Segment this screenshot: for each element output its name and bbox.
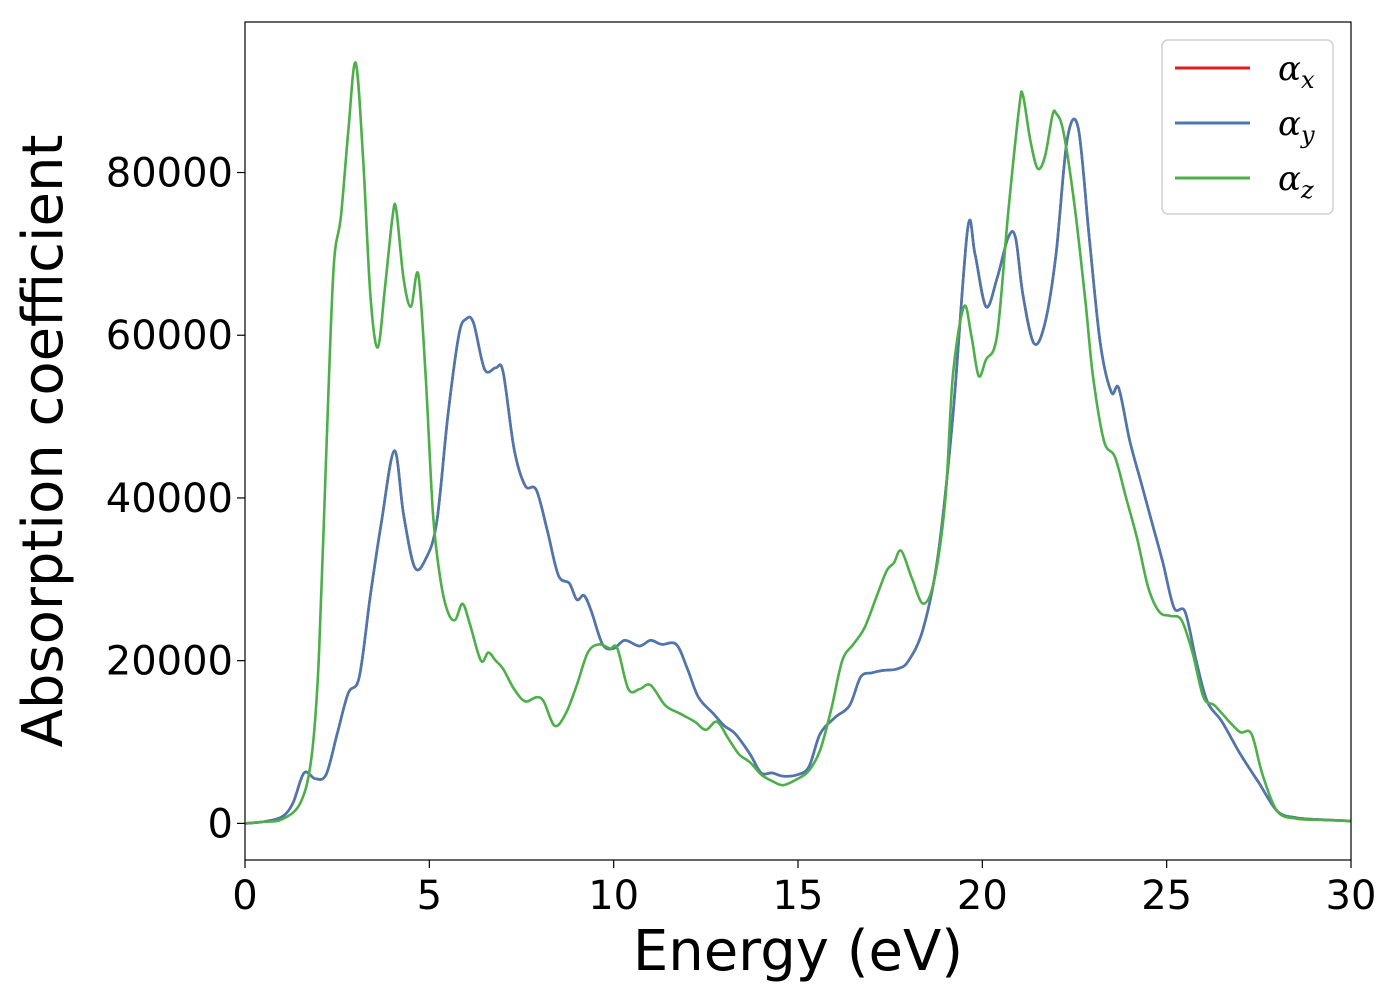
y-tick-label: 40000 <box>106 476 233 522</box>
x-tick-label: 0 <box>232 873 257 919</box>
series-layer <box>245 61 1351 825</box>
series-line-y <box>245 117 1351 825</box>
x-tick-label: 30 <box>1326 873 1377 919</box>
x-axis-label: Energy (eV) <box>633 919 963 984</box>
y-tick-label: 20000 <box>106 639 233 685</box>
x-tick-label: 5 <box>417 873 442 919</box>
x-tick-label: 15 <box>773 873 824 919</box>
x-axis: 0 5 10 15 20 25 30 <box>232 860 1376 919</box>
y-tick-label: 80000 <box>106 151 233 197</box>
legend-box <box>1161 39 1334 215</box>
y-axis-label: Absorption coefficient <box>11 135 76 748</box>
x-tick-label: 10 <box>588 873 639 919</box>
y-tick-label: 0 <box>208 801 233 847</box>
series-line-z <box>245 61 1351 825</box>
x-tick-label: 25 <box>1141 873 1192 919</box>
y-axis: 0 20000 40000 60000 80000 <box>106 151 245 847</box>
y-tick-label: 60000 <box>106 313 233 359</box>
x-tick-label: 20 <box>957 873 1008 919</box>
